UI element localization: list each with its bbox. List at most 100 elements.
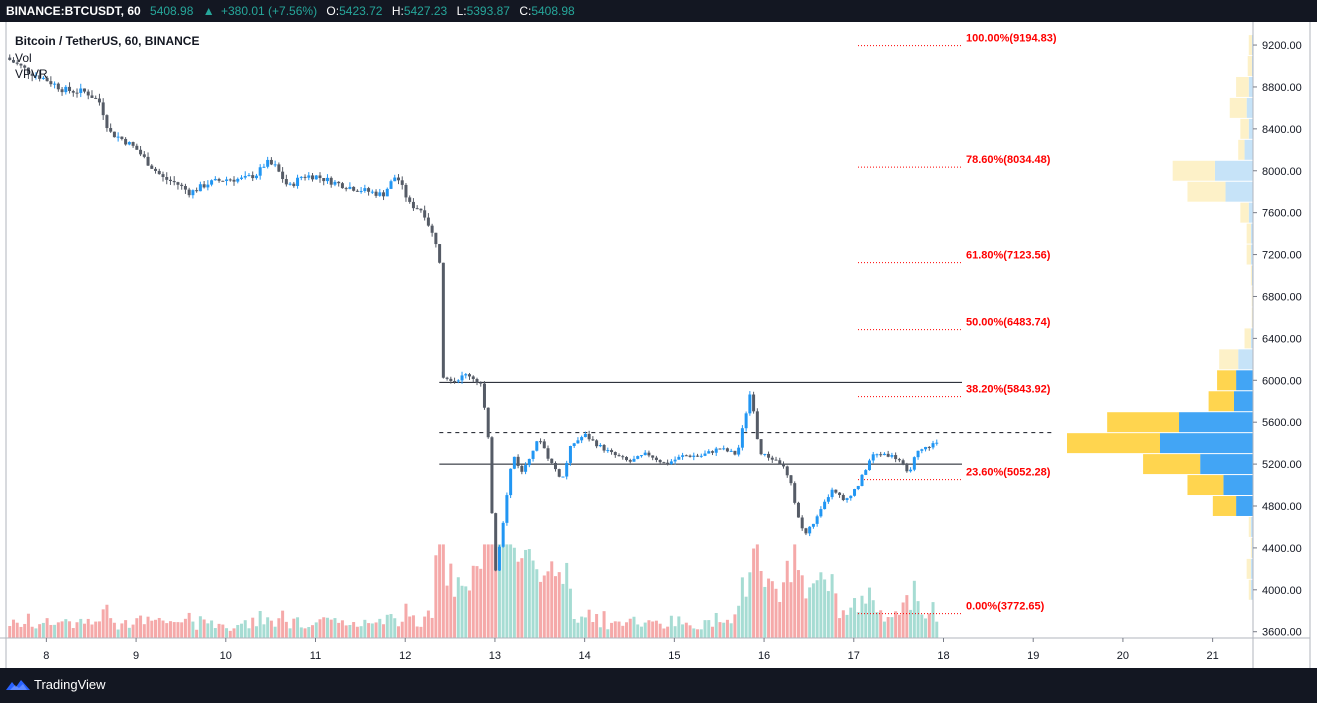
volume-bar <box>254 626 258 638</box>
volume-bar <box>49 624 53 638</box>
candle-body <box>438 244 442 263</box>
volume-bar <box>864 603 868 638</box>
price-tick-label: 5600.00 <box>1262 417 1302 429</box>
volume-profile-down-bar <box>1248 516 1251 537</box>
candle-body <box>770 457 774 460</box>
volume-profile-up-bar <box>1244 139 1253 160</box>
volume-bar <box>344 625 348 638</box>
candle-body <box>131 142 135 146</box>
candle-body <box>202 184 206 188</box>
candle-body <box>19 63 23 66</box>
candle-body <box>707 451 711 454</box>
candle-body <box>628 460 632 462</box>
volume-bar <box>329 619 333 638</box>
volume-bar <box>464 586 468 638</box>
volume-bar <box>632 616 636 638</box>
candle-body <box>213 178 217 181</box>
candle-body <box>120 136 124 139</box>
volume-profile-up-bar <box>1238 349 1253 370</box>
fib-level-label: 38.20%(5843.92) <box>966 384 1051 396</box>
candle-body <box>382 192 386 197</box>
candle-body <box>299 176 303 178</box>
volume-indicator-label[interactable]: Vol <box>15 51 32 65</box>
volume-profile-up-bar <box>1179 412 1253 433</box>
volume-bar <box>875 612 879 638</box>
price-chart[interactable]: 100.00%(9194.83) 78.60%(8034.48) 61.80%(71… <box>0 22 1317 668</box>
volume-bar <box>621 625 625 638</box>
volume-bar <box>494 544 498 638</box>
candle-body <box>636 456 640 459</box>
volume-profile-up-bar <box>1200 454 1253 475</box>
candle-body <box>232 179 236 182</box>
volume-bar <box>714 612 718 638</box>
candle-body <box>494 513 498 571</box>
candle-body <box>774 459 778 461</box>
candle-body <box>516 456 520 466</box>
candle-body <box>26 67 30 74</box>
volume-bar <box>262 624 266 638</box>
volume-bar <box>217 623 221 638</box>
brand-name[interactable]: TradingView <box>34 677 106 692</box>
volume-bar <box>576 622 580 638</box>
volume-bar <box>363 619 367 638</box>
candle-body <box>456 380 460 382</box>
volume-bar <box>150 620 154 638</box>
volume-bar <box>553 576 557 638</box>
candle-body <box>931 443 935 448</box>
volume-bar <box>684 622 688 638</box>
high-value: 5427.23 <box>403 4 448 18</box>
volume-bar <box>879 610 883 638</box>
tradingview-logo-icon[interactable] <box>6 678 30 692</box>
candle-body <box>45 77 49 82</box>
volume-bar <box>669 615 673 638</box>
volume-bar <box>53 624 57 638</box>
volume-bar <box>905 595 909 638</box>
volume-bar <box>677 616 681 638</box>
low-label: L: <box>456 4 467 18</box>
candle-body <box>935 442 939 444</box>
candle-body <box>696 455 700 457</box>
volume-bar <box>535 569 539 638</box>
volume-bar <box>183 618 187 638</box>
volume-bar <box>449 563 453 638</box>
candle-body <box>284 179 288 185</box>
fibonacci-retracement[interactable]: 100.00%(9194.83) 78.60%(8034.48) 61.80%(71… <box>858 33 1057 615</box>
symbol-label[interactable]: BINANCE:BTCUSDT, 60 <box>6 4 141 18</box>
horizontal-levels[interactable] <box>439 381 1052 465</box>
candle-body <box>901 460 905 465</box>
time-axis[interactable]: 8 9 10 11 12 13 14 15 16 17 18 19 20 21 <box>43 638 1219 662</box>
volume-bar <box>318 619 322 638</box>
volume-bar <box>292 618 296 638</box>
volume-bar <box>389 614 393 638</box>
volume-profile-down-bar <box>1217 370 1237 391</box>
volume-bar <box>41 622 45 638</box>
volume-bar <box>815 580 819 638</box>
volume-bar <box>740 577 744 638</box>
candle-body <box>789 475 793 484</box>
candle-body <box>916 450 920 458</box>
price-tick-label: 8400.00 <box>1262 124 1302 136</box>
volume-bar <box>475 566 479 638</box>
candle-body <box>886 453 890 457</box>
volume-bar <box>273 626 277 638</box>
price-tick-label: 5200.00 <box>1262 459 1302 471</box>
volume-bar <box>296 617 300 638</box>
candle-body <box>800 517 804 529</box>
volume-bar <box>763 586 767 638</box>
candle-body <box>669 461 673 465</box>
candle-body <box>796 502 800 518</box>
candle-body <box>340 183 344 189</box>
candle-body <box>890 455 894 457</box>
price-tick-label: 4000.00 <box>1262 585 1302 597</box>
volume-bar <box>468 590 472 638</box>
volume-bar <box>729 623 733 638</box>
candle-body <box>497 546 501 571</box>
volume-profile-up-bar <box>1251 56 1253 76</box>
volume-bar <box>172 622 176 638</box>
volume-bar <box>225 628 229 638</box>
volume-bar <box>542 575 546 638</box>
price-axis[interactable]: 9200.00 8800.00 8400.00 8000.00 7600.00 7200.… <box>1253 40 1302 639</box>
volume-bar <box>867 587 871 638</box>
vpvr-indicator-label[interactable]: VPVR <box>15 67 48 81</box>
candle-body <box>658 459 662 463</box>
